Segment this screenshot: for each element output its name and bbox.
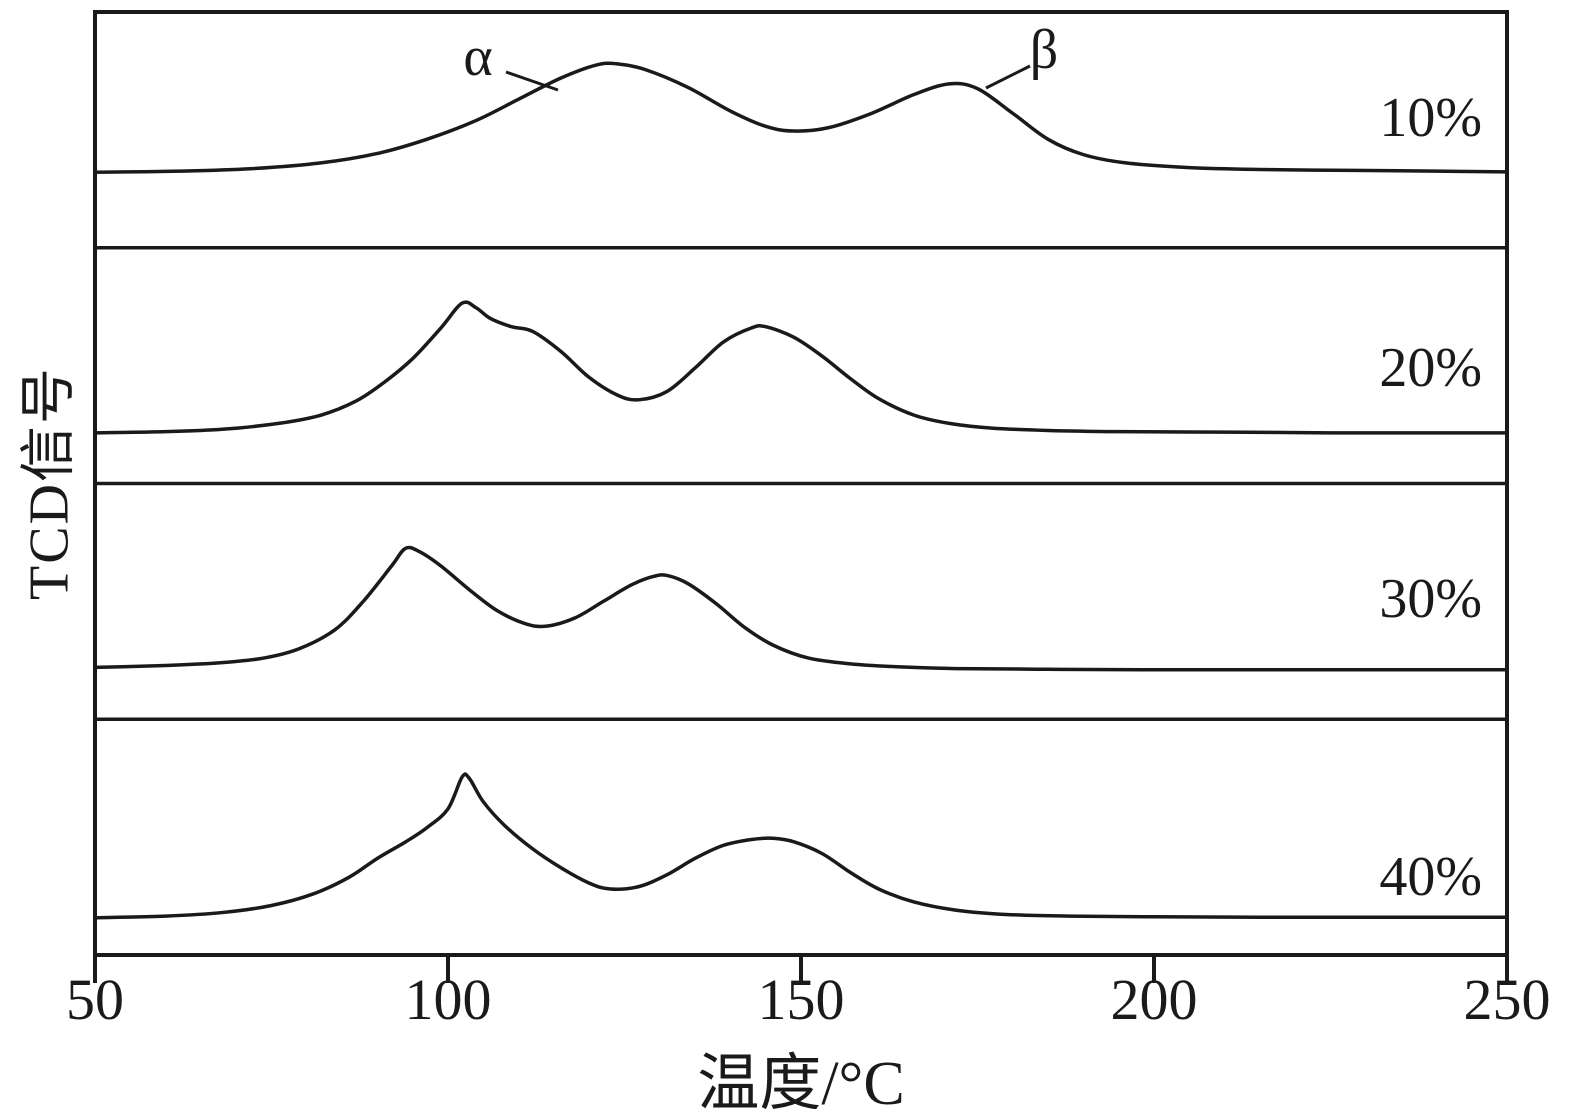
series-label: 30%: [1379, 568, 1482, 631]
x-tick-label: 250: [1463, 967, 1551, 1032]
series-label: 10%: [1379, 87, 1482, 150]
x-axis-label: 温度/°C: [697, 1050, 905, 1109]
tpd-curve-20%: [93, 300, 1509, 435]
x-tick-label: 50: [66, 967, 124, 1032]
series-label: 40%: [1379, 846, 1482, 909]
peak-label-α: α: [463, 26, 493, 88]
series-label: 20%: [1379, 336, 1482, 399]
tpd-curve-30%: [93, 545, 1509, 672]
y-axis-label: TCD信号: [18, 366, 81, 600]
annotation-leader-line: [985, 64, 1031, 90]
x-tick-label: 150: [757, 967, 845, 1032]
x-tick-label: 200: [1110, 967, 1198, 1032]
annotation-leader-line: [505, 70, 559, 92]
tpd-curve-10%: [93, 61, 1509, 175]
peak-label-β: β: [1029, 19, 1059, 81]
x-tick-label: 100: [404, 967, 492, 1032]
tpd-curve-40%: [93, 772, 1509, 920]
